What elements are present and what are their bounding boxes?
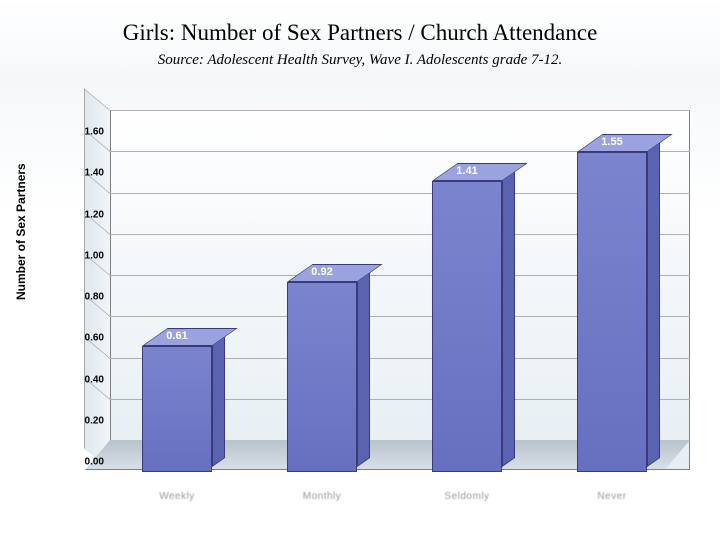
y-tick-label: 1.20: [64, 209, 104, 220]
gridline: [110, 110, 690, 111]
chart-title: Girls: Number of Sex Partners / Church A…: [0, 20, 720, 46]
bar-value-label: 1.41: [412, 165, 522, 177]
bar-side: [647, 138, 660, 467]
y-tick-label: 1.60: [64, 127, 104, 138]
bar-side: [502, 167, 515, 467]
bar-front: [287, 282, 357, 472]
bar-side: [357, 268, 370, 467]
y-tick-label: 0.00: [64, 457, 104, 468]
chart-3d-sidewall: [84, 88, 110, 470]
y-tick-label: 0.20: [64, 415, 104, 426]
bar-front: [432, 181, 502, 472]
y-tick-label: 0.80: [64, 292, 104, 303]
bar-value-label: 0.61: [122, 330, 232, 342]
y-axis-label: Number of Sex Partners: [14, 163, 28, 300]
bar-front: [577, 152, 647, 472]
y-tick-label: 1.00: [64, 250, 104, 261]
chart-subtitle: Source: Adolescent Health Survey, Wave I…: [0, 52, 720, 69]
chart-area: 0.000.200.400.600.801.001.201.401.60 0.6…: [70, 100, 700, 520]
x-tick-label: Monthly: [262, 491, 382, 502]
y-tick-label: 0.40: [64, 374, 104, 385]
bar-front: [142, 346, 212, 472]
x-tick-label: Weekly: [117, 491, 237, 502]
y-tick-label: 1.40: [64, 168, 104, 179]
bar-value-label: 0.92: [267, 266, 377, 278]
x-tick-label: Seldomly: [407, 491, 527, 502]
bar-value-label: 1.55: [557, 136, 667, 148]
bar-side: [212, 332, 225, 467]
x-tick-label: Never: [552, 491, 672, 502]
y-tick-label: 0.60: [64, 333, 104, 344]
